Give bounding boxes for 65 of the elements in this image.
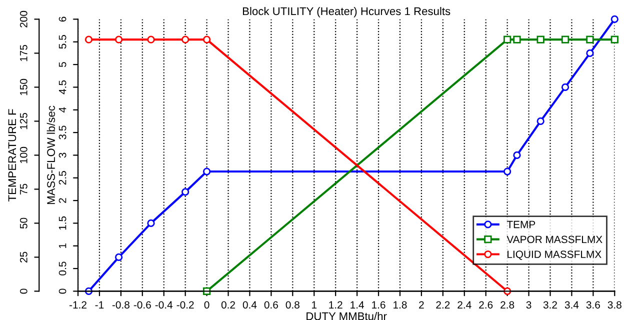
x-tick-label: -0.2	[176, 301, 194, 309]
x-tick-label: 3.6	[586, 301, 600, 309]
y2-tick-label: 3	[58, 152, 66, 158]
y2-tick-label: 0.5	[58, 262, 66, 276]
y2-tick-label: 1.5	[58, 216, 66, 230]
x-tick-label: 0	[204, 301, 210, 309]
x-tick-label: 2.4	[458, 301, 472, 308]
point	[536, 117, 544, 126]
x-tick-label: 0.6	[264, 301, 278, 309]
point	[114, 253, 123, 262]
x-tick-label: 3.8	[608, 301, 622, 309]
x-tick-label: -1.2	[69, 301, 86, 308]
x-axis-title: DUTY MMBtu/hr	[306, 312, 387, 320]
y-tick-label: 75	[20, 184, 28, 194]
y2-tick-label: 1	[58, 243, 66, 248]
y2-tick-label: 0	[58, 288, 66, 294]
y-tick-label: 200	[20, 10, 28, 28]
chart-title: Block UTILITY (Heater) Hcurves 1 Results	[242, 6, 450, 18]
y-tick-label: 50	[20, 218, 28, 229]
point	[147, 219, 155, 228]
legend-label: LIQUID MASSFLMX	[508, 250, 602, 260]
y2-tick-label: 4	[58, 107, 66, 113]
point	[202, 168, 211, 176]
x-tick-label: 2.2	[436, 301, 450, 308]
y-tick-label: 150	[20, 78, 28, 96]
y2-tick-label: 5	[58, 62, 66, 68]
x-tick-label: 1.2	[329, 301, 342, 308]
y-tick-label: 175	[20, 44, 28, 62]
y2-tick-label: 2.5	[58, 171, 66, 185]
x-tick-label: 3	[526, 301, 532, 309]
x-tick-label: 1.4	[350, 301, 364, 308]
point	[610, 15, 618, 24]
point	[586, 49, 594, 58]
y2-tick-label: 6	[58, 16, 66, 22]
y-tick-label: 125	[20, 112, 28, 130]
y2-tick-label: 3.5	[58, 126, 66, 140]
x-tick-label: -0.8	[112, 301, 130, 309]
x-tick-label: -0.4	[155, 301, 173, 309]
x-tick-label: 2.8	[500, 301, 514, 309]
y2-tick-label: 5.5	[58, 35, 66, 49]
y2-tick-label: 2	[58, 198, 66, 203]
x-tick-label: 3.2	[543, 301, 557, 309]
x-tick-label: 1	[312, 301, 317, 308]
x-tick-label: 1.6	[372, 301, 386, 309]
point	[513, 151, 521, 160]
x-tick-label: -1	[95, 301, 104, 308]
x-tick-label: 1.8	[394, 301, 407, 309]
legend-label: TEMP	[506, 220, 536, 228]
y-axis-title: TEMPERATURE F	[8, 109, 16, 202]
x-tick-label: 2	[419, 301, 424, 308]
legend-label: VAPOR MASSFLMX	[506, 236, 602, 244]
y-tick-label: 0	[20, 288, 28, 294]
y-tick-label: 100	[20, 146, 28, 164]
x-tick-label: 3.4	[564, 301, 579, 309]
x-tick-label: 0.8	[286, 301, 300, 309]
point	[561, 83, 570, 92]
point	[503, 168, 512, 176]
x-tick-label: 0.4	[242, 301, 257, 309]
y2-axis-title: MASS-FLOW lb/sec	[46, 106, 55, 204]
point	[182, 188, 190, 196]
x-tick-label: 0.2	[221, 301, 235, 309]
x-tick-label: 2.6	[479, 301, 493, 309]
y-tick-label: 25	[20, 252, 28, 262]
y2-tick-label: 4.5	[58, 80, 66, 94]
x-tick-label: -0.6	[134, 301, 151, 309]
